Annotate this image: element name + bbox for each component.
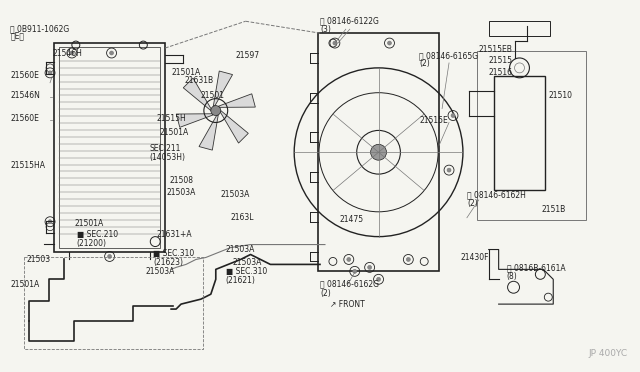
- Circle shape: [376, 277, 381, 281]
- Text: (2): (2): [320, 289, 331, 298]
- Text: Ⓑ 08146-6165G: Ⓑ 08146-6165G: [419, 51, 478, 61]
- Text: Ⓑ 0816B-6161A: Ⓑ 0816B-6161A: [507, 263, 565, 272]
- Bar: [493, 76, 545, 190]
- Text: 21515: 21515: [489, 57, 513, 65]
- Text: 21503A: 21503A: [166, 189, 196, 198]
- Text: 21501A: 21501A: [75, 219, 104, 228]
- Text: 2163L: 2163L: [230, 213, 254, 222]
- Text: 21503A: 21503A: [233, 258, 262, 267]
- Polygon shape: [199, 115, 218, 150]
- Bar: [489, 21, 550, 36]
- Text: Ⓑ 08146-6162G: Ⓑ 08146-6162G: [320, 280, 379, 289]
- Bar: [318, 33, 439, 271]
- Text: 21631+A: 21631+A: [156, 230, 192, 239]
- Text: (8): (8): [507, 272, 517, 281]
- Text: ■ SEC.310: ■ SEC.310: [226, 267, 267, 276]
- Text: ■ SEC.210: ■ SEC.210: [77, 230, 118, 239]
- Text: Ⓑ 08146-6122G: Ⓑ 08146-6122G: [320, 17, 379, 26]
- Text: 2151B: 2151B: [541, 205, 566, 214]
- Circle shape: [353, 269, 356, 273]
- Text: 21546H: 21546H: [52, 48, 82, 58]
- Text: 21515HA: 21515HA: [10, 161, 45, 170]
- Circle shape: [387, 41, 392, 45]
- Polygon shape: [218, 94, 255, 108]
- Text: 21503A: 21503A: [221, 190, 250, 199]
- Circle shape: [347, 257, 351, 262]
- Text: 21546N: 21546N: [10, 91, 40, 100]
- Text: (21200): (21200): [77, 239, 107, 248]
- Circle shape: [108, 254, 111, 259]
- Text: 21560E: 21560E: [10, 71, 39, 80]
- Text: SEC.211: SEC.211: [149, 144, 180, 153]
- Circle shape: [211, 106, 221, 116]
- Text: 21515EB: 21515EB: [479, 45, 513, 54]
- Text: ■ SEC.310: ■ SEC.310: [153, 249, 195, 258]
- Text: (2): (2): [467, 199, 477, 208]
- Circle shape: [333, 41, 337, 45]
- Text: Ⓑ 08146-6162H: Ⓑ 08146-6162H: [467, 190, 526, 199]
- Text: 21430F: 21430F: [461, 253, 490, 262]
- Text: 21501A: 21501A: [171, 68, 200, 77]
- Circle shape: [70, 51, 74, 55]
- Text: ⓓ 0B911-1062G: ⓓ 0B911-1062G: [10, 25, 70, 34]
- Bar: [59, 47, 160, 247]
- Text: (2): (2): [419, 60, 430, 68]
- Text: 21515H: 21515H: [156, 114, 186, 123]
- Text: ↗ FRONT: ↗ FRONT: [330, 299, 365, 309]
- Text: JP 400YC: JP 400YC: [588, 349, 627, 358]
- Bar: [54, 43, 165, 251]
- Text: 21508: 21508: [169, 176, 193, 185]
- Text: 21501: 21501: [201, 91, 225, 100]
- Text: 21501A: 21501A: [159, 128, 188, 137]
- Text: 21501A: 21501A: [10, 280, 40, 289]
- Text: 21597: 21597: [236, 51, 260, 61]
- Polygon shape: [176, 114, 213, 127]
- Polygon shape: [220, 110, 248, 143]
- Text: (3): (3): [320, 25, 331, 34]
- Bar: [477, 51, 586, 220]
- Text: 21515E: 21515E: [419, 116, 448, 125]
- Circle shape: [406, 257, 410, 262]
- Polygon shape: [213, 71, 232, 106]
- Text: 21516: 21516: [489, 68, 513, 77]
- Text: 21560E: 21560E: [10, 114, 39, 123]
- Text: (21623): (21623): [153, 258, 183, 267]
- Text: 21503A: 21503A: [226, 245, 255, 254]
- Text: 21631B: 21631B: [184, 76, 213, 85]
- Circle shape: [48, 220, 52, 224]
- Text: 21503A: 21503A: [145, 267, 175, 276]
- Circle shape: [109, 51, 113, 55]
- Text: (14053H): (14053H): [149, 153, 186, 162]
- Circle shape: [447, 168, 451, 172]
- Text: (21621): (21621): [226, 276, 255, 285]
- Text: 21510: 21510: [548, 91, 572, 100]
- Circle shape: [451, 113, 455, 118]
- Text: 21503: 21503: [26, 255, 51, 264]
- Circle shape: [367, 265, 372, 269]
- Polygon shape: [183, 78, 211, 110]
- Text: 〈E〉: 〈E〉: [10, 32, 24, 41]
- Circle shape: [48, 71, 52, 75]
- Text: 21475: 21475: [340, 215, 364, 224]
- Circle shape: [371, 144, 387, 160]
